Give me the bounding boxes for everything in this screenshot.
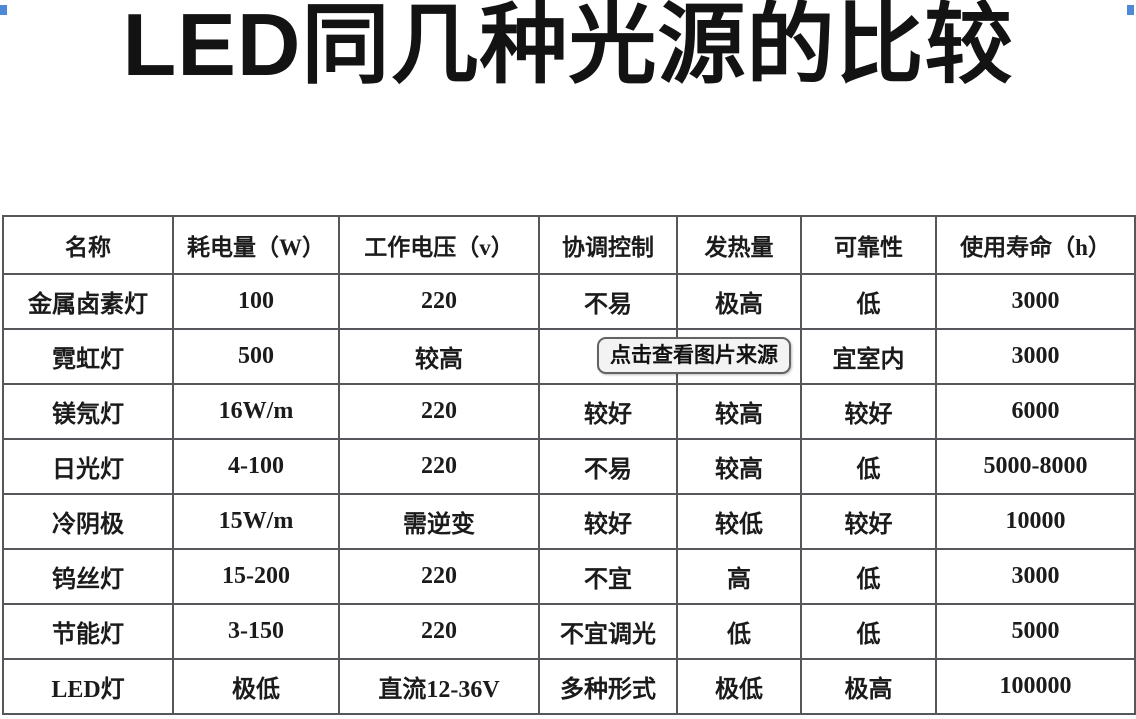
table-cell: 3000 (935, 548, 1136, 605)
table-cell: 15-200 (172, 548, 340, 605)
table-cell: 多种形式 (538, 658, 678, 715)
column-header-lifespan: 使用寿命（h） (935, 215, 1136, 275)
table-cell: 较高 (676, 438, 802, 495)
table-row: 镁氖灯 16W/m 220 较好 较高 较好 6000 (2, 383, 1136, 440)
table-row: 金属卤素灯 100 220 不易 极高 低 3000 (2, 273, 1136, 330)
table-cell: 极高 (676, 273, 802, 330)
table-row: 钨丝灯 15-200 220 不宜 高 低 3000 (2, 548, 1136, 605)
table-cell: 220 (338, 438, 540, 495)
table-cell: 较高 (676, 383, 802, 440)
table-cell: 5000-8000 (935, 438, 1136, 495)
table-row: 日光灯 4-100 220 不易 较高 低 5000-8000 (2, 438, 1136, 495)
table-row: 霓虹灯 500 较高 高 宜室内 3000 (2, 328, 1136, 385)
table-cell: 10000 (935, 493, 1136, 550)
table-cell: 节能灯 (2, 603, 174, 660)
selection-handle-left (0, 5, 7, 15)
table-cell: 需逆变 (338, 493, 540, 550)
table-cell: 5000 (935, 603, 1136, 660)
table-cell: 220 (338, 273, 540, 330)
table-cell: 金属卤素灯 (2, 273, 174, 330)
table-cell: 不宜 (538, 548, 678, 605)
column-header-heat: 发热量 (676, 215, 802, 275)
table-cell: 低 (800, 273, 937, 330)
table-cell: 低 (800, 438, 937, 495)
table-cell: 低 (800, 548, 937, 605)
table-cell: 镁氖灯 (2, 383, 174, 440)
column-header-control: 协调控制 (538, 215, 678, 275)
table-cell: 较好 (538, 383, 678, 440)
table-cell: 极高 (800, 658, 937, 715)
table-cell: 不易 (538, 438, 678, 495)
page-title: LED同几种光源的比较 (122, 0, 1014, 94)
table-cell: 3-150 (172, 603, 340, 660)
table-cell: 较好 (800, 383, 937, 440)
table-cell: 较好 (538, 493, 678, 550)
column-header-name: 名称 (2, 215, 174, 275)
comparison-table: 名称 耗电量（W） 工作电压（v） 协调控制 发热量 可靠性 使用寿命（h） 金… (2, 215, 1136, 715)
column-header-reliability: 可靠性 (800, 215, 937, 275)
table-cell: 低 (676, 603, 802, 660)
table-cell: 220 (338, 548, 540, 605)
table-cell: 冷阴极 (2, 493, 174, 550)
table-cell: 220 (338, 603, 540, 660)
selection-handle-right (1127, 5, 1134, 15)
table-cell: 钨丝灯 (2, 548, 174, 605)
table-cell: 16W/m (172, 383, 340, 440)
table-row: 冷阴极 15W/m 需逆变 较好 较低 较好 10000 (2, 493, 1136, 550)
table-cell: 不易 (538, 273, 678, 330)
table-cell: 不宜调光 (538, 603, 678, 660)
table-cell: 3000 (935, 328, 1136, 385)
table-cell: LED灯 (2, 658, 174, 715)
table-cell: 100000 (935, 658, 1136, 715)
table-cell: 较低 (676, 493, 802, 550)
table-cell: 100 (172, 273, 340, 330)
table-row: 节能灯 3-150 220 不宜调光 低 低 5000 (2, 603, 1136, 660)
table-cell: 15W/m (172, 493, 340, 550)
table-cell: 220 (338, 383, 540, 440)
table-cell: 500 (172, 328, 340, 385)
table-cell: 6000 (935, 383, 1136, 440)
table-cell: 霓虹灯 (2, 328, 174, 385)
table-cell: 4-100 (172, 438, 340, 495)
table-cell: 极低 (676, 658, 802, 715)
table-cell: 极低 (172, 658, 340, 715)
header-row: 名称 耗电量（W） 工作电压（v） 协调控制 发热量 可靠性 使用寿命（h） (2, 215, 1136, 275)
table-cell: 高 (676, 548, 802, 605)
column-header-voltage: 工作电压（v） (338, 215, 540, 275)
image-source-tooltip[interactable]: 点击查看图片来源 (597, 337, 791, 374)
column-header-power: 耗电量（W） (172, 215, 340, 275)
table-cell: 低 (800, 603, 937, 660)
table-cell: 直流12-36V (338, 658, 540, 715)
table-row: LED灯 极低 直流12-36V 多种形式 极低 极高 100000 (2, 658, 1136, 715)
table-cell: 3000 (935, 273, 1136, 330)
table-cell: 较高 (338, 328, 540, 385)
table-cell: 宜室内 (800, 328, 937, 385)
table-cell: 日光灯 (2, 438, 174, 495)
table-cell: 较好 (800, 493, 937, 550)
